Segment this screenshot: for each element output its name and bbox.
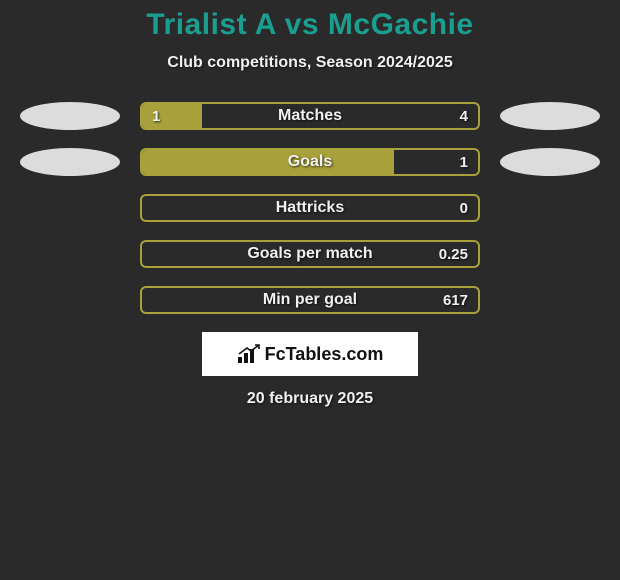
stat-row: Min per goal617 [0,286,620,314]
page-title: Trialist A vs McGachie [0,8,620,42]
stat-right-value: 617 [443,288,468,312]
stat-label: Goals [142,150,478,174]
stats-comparison-card: Trialist A vs McGachie Club competitions… [0,0,620,408]
stat-bar: 1Matches4 [140,102,480,130]
stat-label: Min per goal [142,288,478,312]
stat-bar: Goals per match0.25 [140,240,480,268]
stat-right-value: 4 [460,104,468,128]
subtitle: Club competitions, Season 2024/2025 [0,54,620,72]
stat-bar: Min per goal617 [140,286,480,314]
left-player-ellipse [20,148,120,176]
left-player-ellipse [20,102,120,130]
stat-right-value: 0.25 [439,242,468,266]
stat-row: Goals1 [0,148,620,176]
stat-label: Matches [142,104,478,128]
logo-text: FcTables.com [265,344,384,365]
right-player-ellipse [500,102,600,130]
bar-chart-arrow-icon [237,344,261,364]
stat-label: Hattricks [142,196,478,220]
stat-row: 1Matches4 [0,102,620,130]
date-text: 20 february 2025 [0,390,620,408]
stat-right-value: 1 [460,150,468,174]
right-player-ellipse [500,148,600,176]
stat-label: Goals per match [142,242,478,266]
stat-right-value: 0 [460,196,468,220]
stat-bar: Goals1 [140,148,480,176]
stat-rows: 1Matches4Goals1Hattricks0Goals per match… [0,102,620,314]
logo-box[interactable]: FcTables.com [202,332,418,376]
stat-row: Hattricks0 [0,194,620,222]
stat-bar: Hattricks0 [140,194,480,222]
logo-content: FcTables.com [237,344,384,365]
stat-row: Goals per match0.25 [0,240,620,268]
